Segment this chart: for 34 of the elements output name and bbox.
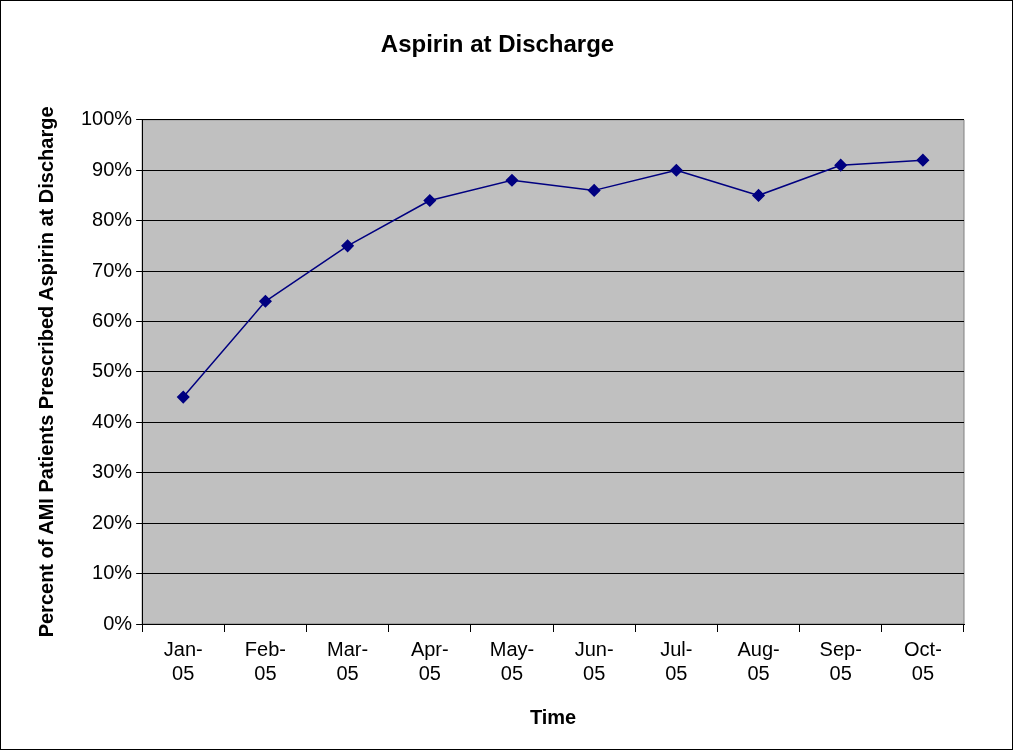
x-tick-label: May-05 (489, 637, 535, 684)
point (259, 295, 272, 308)
y-tick-label: 90% (92, 157, 133, 180)
y-tick-label: 60% (92, 309, 133, 331)
point (834, 158, 847, 172)
point (587, 184, 601, 197)
y-tick-label: 30% (92, 460, 133, 483)
point (916, 153, 930, 167)
x-tick-label: Sep-05 (819, 637, 862, 684)
x-tick-label: Mar-05 (327, 637, 369, 684)
point (341, 239, 354, 253)
x-tick-label: Apr-05 (410, 637, 449, 684)
point (670, 163, 683, 177)
x-axis-title: Time (529, 705, 577, 728)
x-tick-label: Feb-05 (244, 637, 286, 684)
point (505, 174, 519, 187)
x-tick-label: Oct-05 (904, 637, 942, 684)
x-tick-label: Jan-05 (163, 637, 203, 684)
point (752, 189, 765, 202)
y-tick-label: 0% (103, 611, 133, 634)
x-tick-label: Jul-05 (660, 637, 693, 684)
point (423, 194, 437, 207)
x-tick-label: Jun-05 (574, 637, 614, 684)
point (177, 390, 190, 404)
y-tick-label: 100% (81, 107, 133, 130)
chart-title: Aspirin at Discharge (380, 30, 615, 58)
y-axis-title: Percent of AMI Patients Prescribed Aspirin at Discharge (34, 106, 57, 638)
y-tick-label: 10% (92, 561, 133, 584)
y-tick-label: 70% (92, 258, 133, 281)
y-tick-label: 40% (92, 409, 133, 432)
y-tick-label: 50% (92, 359, 133, 382)
y-tick-label: 20% (92, 510, 133, 533)
x-tick-label: Aug-05 (737, 637, 780, 684)
y-tick-label: 80% (92, 208, 133, 231)
